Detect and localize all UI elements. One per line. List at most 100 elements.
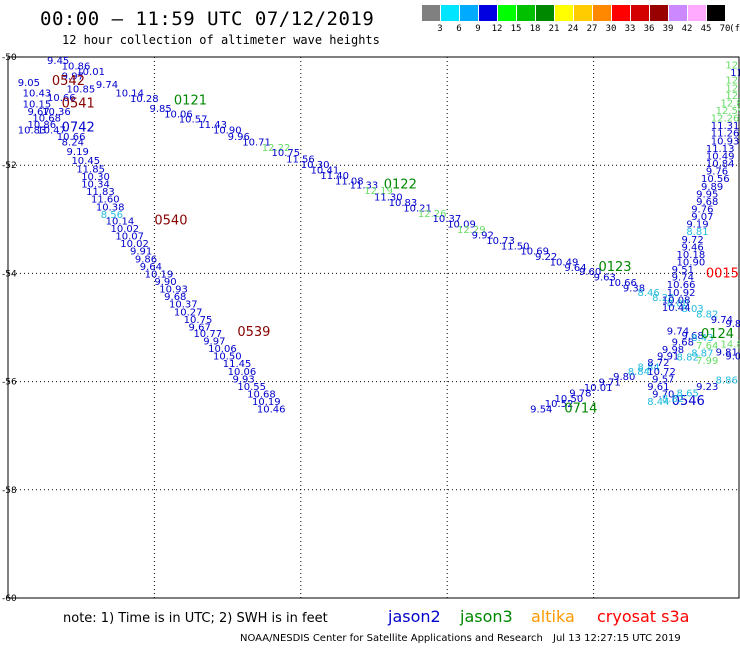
scale-label: 15 bbox=[510, 24, 522, 34]
wave-height-label: 10.93 bbox=[159, 285, 188, 296]
wave-height-label: 10.71 bbox=[242, 137, 271, 148]
wave-height-label: 9.38 bbox=[623, 283, 645, 294]
wave-height-label: 10.02 bbox=[110, 224, 139, 235]
wave-height-label: 9.68 bbox=[672, 338, 694, 349]
wave-height-label: 9.64 bbox=[564, 263, 586, 274]
wave-height-label: 9.78 bbox=[569, 388, 591, 399]
wave-height-label: 10.73 bbox=[486, 236, 515, 247]
wave-height-label: 9.97 bbox=[62, 71, 84, 82]
wave-height-label: 12.09 bbox=[725, 61, 740, 72]
wave-height-label: 10.41 bbox=[311, 166, 340, 177]
wave-height-label: 10.46 bbox=[257, 405, 286, 416]
wave-height-label: 9.71 bbox=[598, 378, 620, 389]
footer-timestamp: Jul 13 12:27:15 UTC 2019 bbox=[553, 633, 681, 644]
wave-height-label: 9.45 bbox=[47, 56, 69, 67]
wave-height-label: 10.84 bbox=[706, 159, 735, 170]
wave-height-label: 9.68 bbox=[696, 197, 718, 208]
wave-height-label: 11.56 bbox=[286, 155, 315, 166]
scale-swatch bbox=[517, 5, 535, 21]
wave-height-label: 10.52 bbox=[545, 399, 574, 410]
wave-height-label: 10.30 bbox=[81, 172, 110, 183]
map-subtitle: 12 hour collection of altimeter wave hei… bbox=[62, 33, 380, 47]
scale-label: 9 bbox=[475, 24, 481, 34]
wave-height-label: 10.75 bbox=[272, 148, 301, 159]
wave-height-label: 8.82 bbox=[662, 394, 684, 405]
scale-swatch bbox=[688, 5, 706, 21]
wave-height-label: 10.50 bbox=[213, 352, 242, 363]
scale-swatch bbox=[479, 5, 497, 21]
wave-height-label: 9.98 bbox=[662, 345, 684, 356]
wave-height-label: 7.64 bbox=[696, 341, 718, 352]
wave-height-label: 11.31 bbox=[711, 121, 740, 132]
scale-label: 21 bbox=[548, 24, 560, 34]
scale-swatch bbox=[498, 5, 516, 21]
wave-height-label: 9.93 bbox=[232, 374, 254, 385]
scale-label: 3 bbox=[437, 24, 443, 34]
wave-height-label: 9.85 bbox=[150, 104, 172, 115]
lat-tick-label: -56 bbox=[2, 378, 17, 388]
altimeter-map: -105-102-99-96-93-90-50-52-54-56-58-609.… bbox=[2, 53, 740, 604]
lat-tick-label: -50 bbox=[2, 53, 17, 63]
wave-height-label: 10.15 bbox=[23, 100, 52, 111]
wave-height-label: 8.28 bbox=[652, 293, 674, 304]
wave-height-label: 10.30 bbox=[301, 160, 330, 171]
pass-time-label: 0542 bbox=[52, 74, 85, 89]
scale-label: 18 bbox=[529, 24, 541, 34]
wave-height-label: 10.83 bbox=[18, 125, 47, 136]
wave-height-label: 8.84 bbox=[628, 367, 650, 378]
pass-time-label: 0742 bbox=[62, 120, 95, 135]
wave-height-label: 10.66 bbox=[608, 278, 637, 289]
wave-height-label: 9.67 bbox=[28, 107, 50, 118]
wave-height-label: 9.60 bbox=[579, 267, 601, 278]
wave-height-label: 9.95 bbox=[696, 189, 718, 200]
legend-altika: altika bbox=[531, 607, 575, 626]
wave-height-label: 9.72 bbox=[681, 235, 703, 246]
wave-height-label: 9.88 bbox=[725, 319, 740, 330]
map-title: 00:00 – 11:59 UTC 07/12/2019 bbox=[40, 8, 375, 30]
wave-height-label: 10.09 bbox=[447, 220, 476, 231]
wave-height-label: 11.13 bbox=[706, 144, 735, 155]
pass-time-label: 0121 bbox=[174, 93, 207, 108]
wave-height-label: 10.68 bbox=[32, 114, 61, 125]
wave-height-label: 10.86 bbox=[62, 62, 91, 73]
wave-height-label: 9.92 bbox=[472, 230, 494, 241]
scale-swatch bbox=[593, 5, 611, 21]
wave-height-label: 10.72 bbox=[647, 367, 676, 378]
wave-height-label: 10.34 bbox=[81, 180, 110, 191]
wave-height-label: 12.29 bbox=[457, 225, 486, 236]
scale-swatch bbox=[574, 5, 592, 21]
scale-label: 12 bbox=[491, 24, 503, 34]
pass-time-label: 0124 bbox=[701, 327, 734, 342]
wave-height-label: 8.44 bbox=[647, 397, 669, 408]
wave-height-label: 9.74 bbox=[672, 273, 694, 284]
scale-label: 45 bbox=[700, 24, 712, 34]
pass-time-label: 0546 bbox=[672, 394, 705, 409]
wave-height-label: 10.45 bbox=[71, 156, 100, 167]
footer-credit: NOAA/NESDIS Center for Satellite Applica… bbox=[240, 633, 543, 644]
wave-height-label: 12.26 bbox=[711, 114, 740, 125]
wave-height-label: 9.89 bbox=[701, 182, 723, 193]
scale-swatch bbox=[707, 5, 725, 21]
wave-height-label: 9.81 bbox=[716, 347, 738, 358]
scale-label: 42 bbox=[681, 24, 693, 34]
wave-height-label: 10.37 bbox=[169, 300, 198, 311]
wave-height-label: 10.86 bbox=[28, 120, 57, 131]
lat-tick-label: -58 bbox=[2, 486, 17, 496]
pass-time-label: 0714 bbox=[564, 402, 597, 417]
wave-height-label: 11.08 bbox=[335, 176, 364, 187]
pass-time-label: 0122 bbox=[384, 178, 417, 193]
wave-height-label: 10.93 bbox=[711, 136, 740, 147]
wave-height-label: 10.44 bbox=[662, 303, 691, 314]
wave-height-label: 11.30 bbox=[374, 193, 403, 204]
wave-height-label: 8.82 bbox=[677, 353, 699, 364]
wave-height-label: 11.50 bbox=[501, 241, 530, 252]
legend-jason2: jason2 bbox=[388, 607, 441, 626]
wave-height-label: 9.61 bbox=[647, 382, 669, 393]
wave-height-label: 9.68 bbox=[681, 331, 703, 342]
wave-height-label: 10.18 bbox=[677, 250, 706, 261]
wave-height-label: 10.69 bbox=[520, 247, 549, 258]
wave-height-label: 8.81 bbox=[686, 227, 708, 238]
wave-height-label: 14.81 bbox=[720, 340, 740, 351]
wave-height-label: 9.91 bbox=[130, 247, 152, 258]
wave-height-label: 10.66 bbox=[57, 132, 86, 143]
